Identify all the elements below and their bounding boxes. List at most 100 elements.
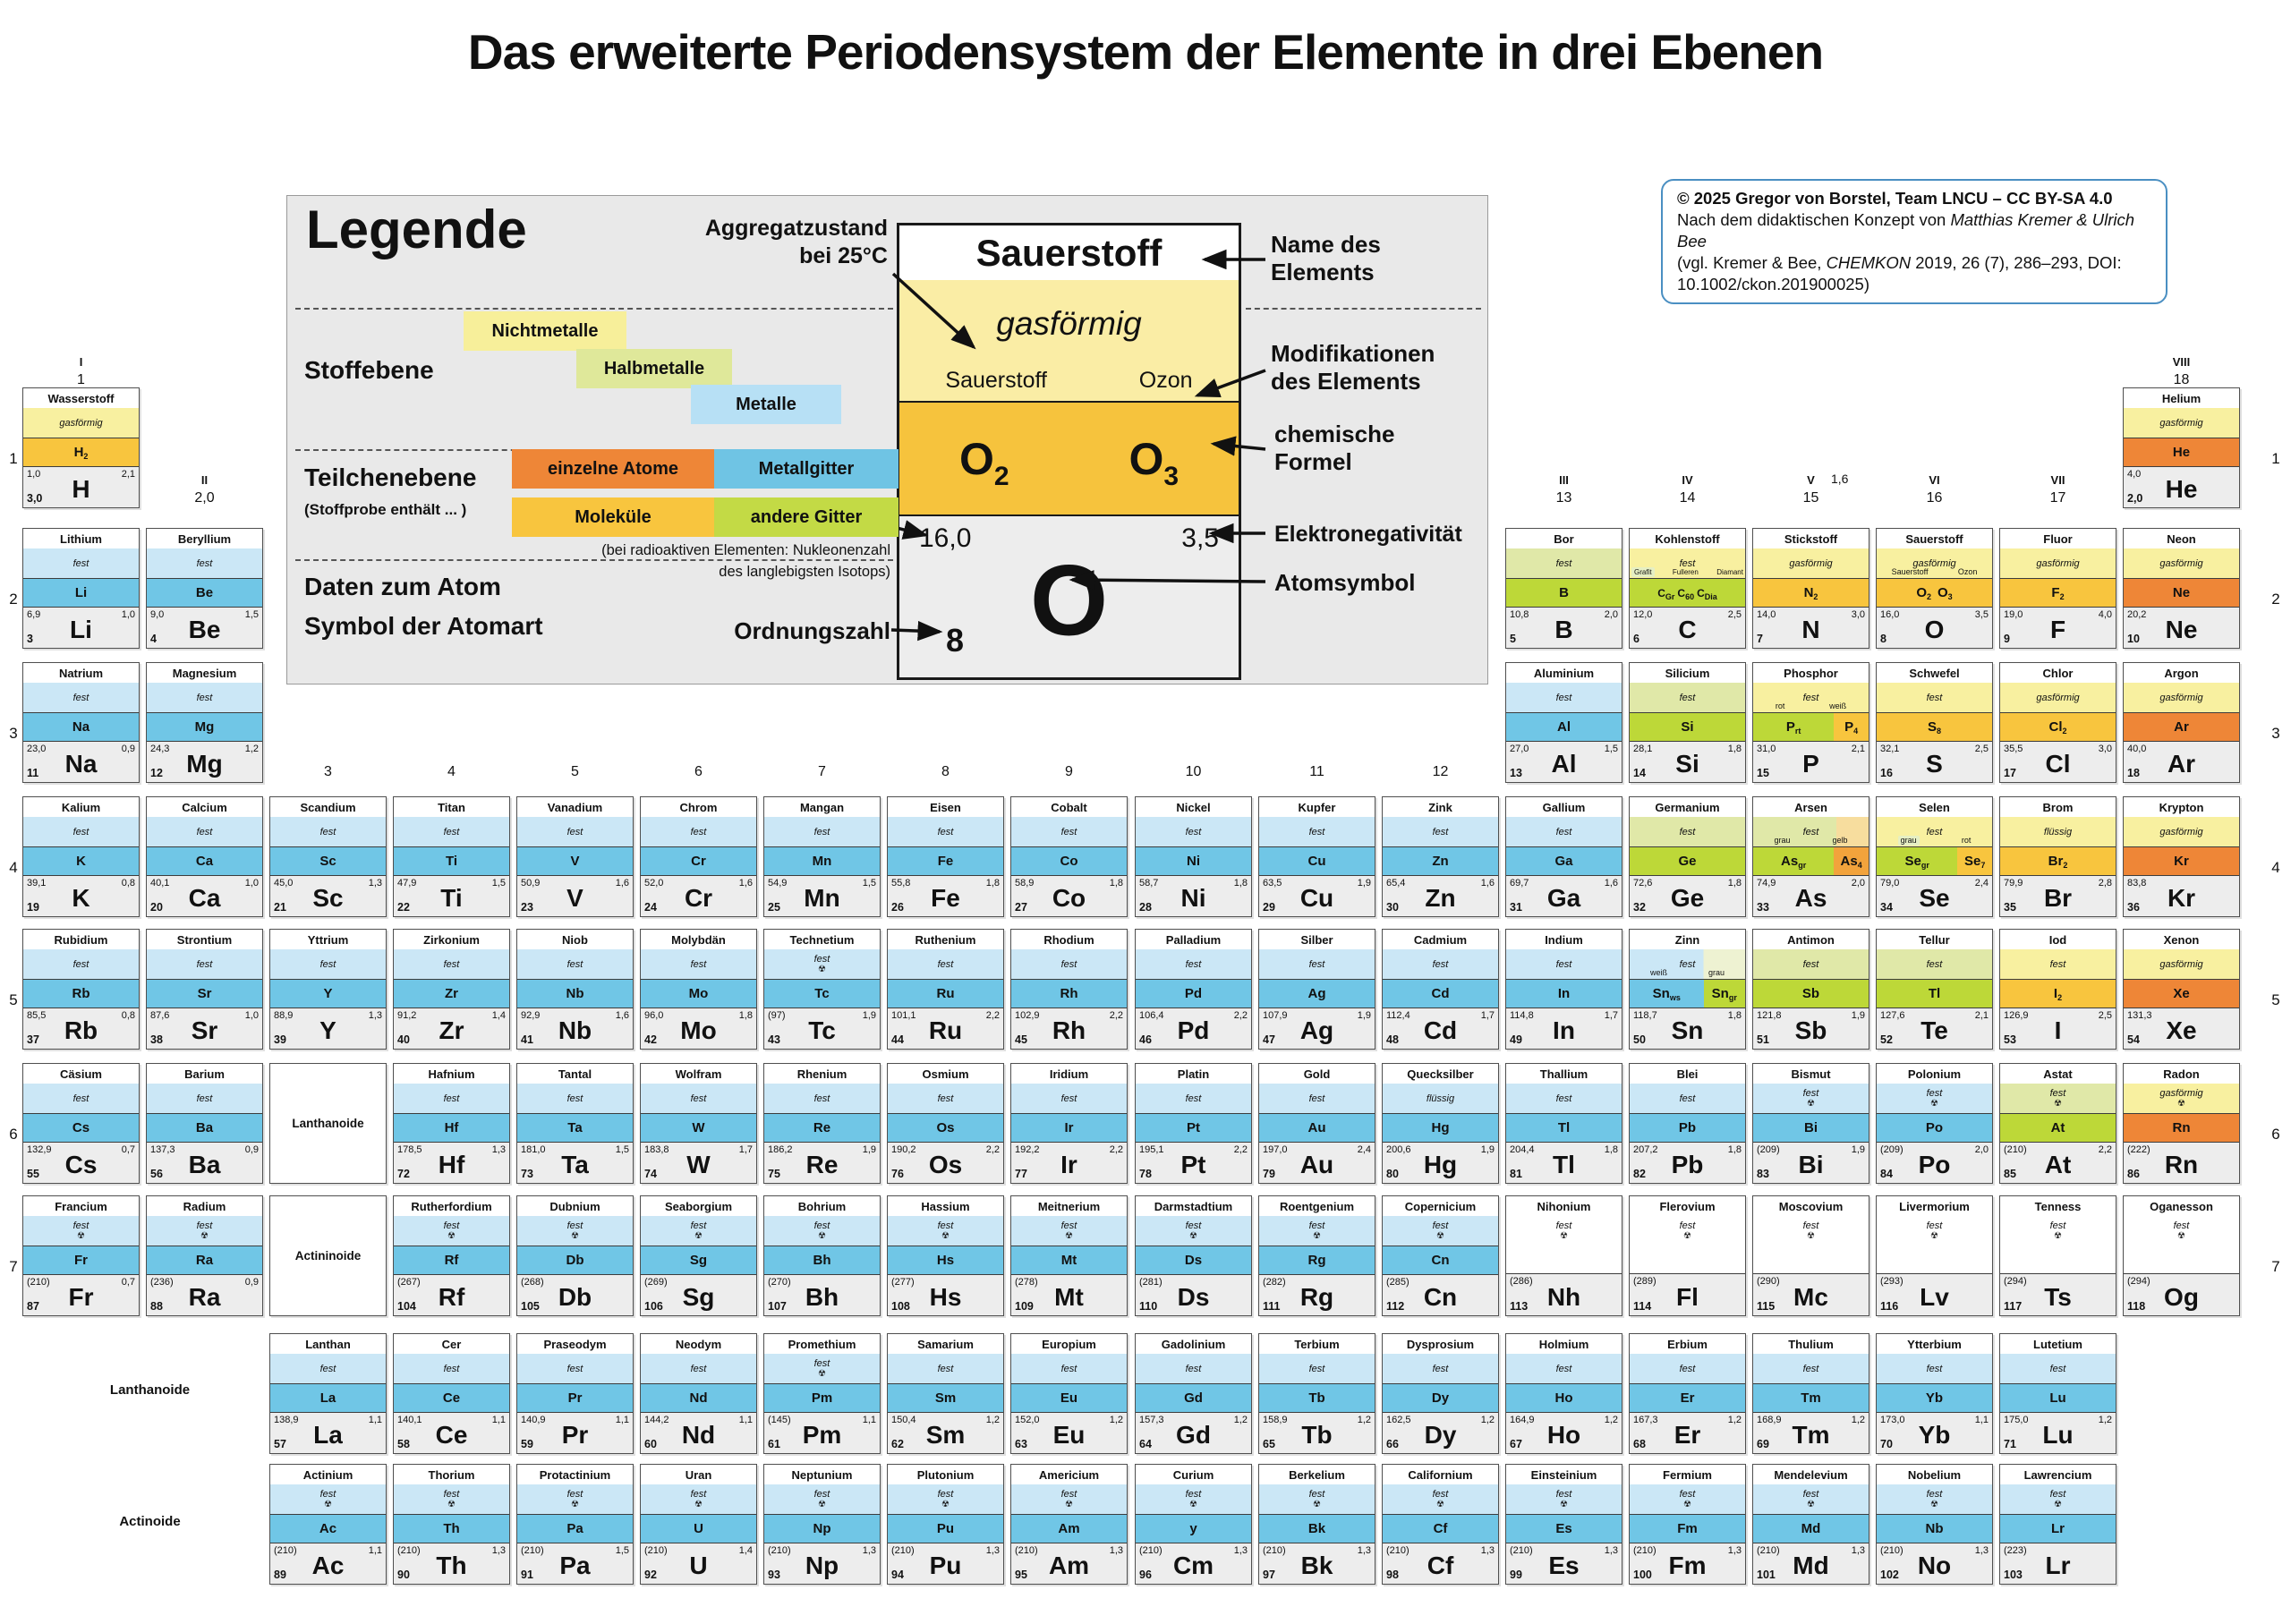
element-state-band: fest [764, 817, 880, 846]
chemical-formula: Cu [1307, 854, 1326, 869]
element-formula-band: Ca [147, 846, 262, 875]
legend-divider-1 [295, 308, 893, 310]
annotation-chemical-formula: chemische Formel [1274, 421, 1395, 475]
element-state-band: fest [1630, 683, 1745, 712]
element-formula-band: Y [270, 979, 386, 1008]
element-data-band: 4,0 2,0 He [2124, 466, 2239, 507]
atomic-mass: (210) [1757, 1545, 1780, 1556]
element-data-band: 102,9 2,2 45 Rh [1011, 1008, 1127, 1049]
atomic-number: 82 [1633, 1168, 1646, 1180]
element-state-band: fest [147, 548, 262, 578]
element-formula-band: Db [517, 1246, 633, 1274]
teilchenebene-sublabel: (Stoffprobe enthält ... ) [304, 501, 467, 518]
element-cell-Cd: Cadmium fest Cd 112,4 1,7 48 Cd [1382, 929, 1499, 1050]
element-state-band: fest [270, 817, 386, 846]
chemical-formula: Lu [2049, 1390, 2066, 1406]
atomic-mass: 91,2 [397, 1010, 417, 1021]
radioactive-icon: ☢ [77, 1231, 85, 1241]
formula-segment: Y [270, 980, 386, 1008]
formula-segment: Es [1506, 1515, 1622, 1543]
radioactive-icon: ☢ [1560, 1231, 1568, 1241]
atom-symbol: Ir [1060, 1151, 1077, 1179]
electronegativity: 2,2 [1233, 1010, 1248, 1021]
electronegativity: 0,8 [121, 1010, 135, 1021]
element-state: fest [1926, 1088, 1943, 1099]
element-data-band: 87,6 1,0 38 Sr [147, 1008, 262, 1049]
element-formula-band: Po [1877, 1113, 1992, 1142]
atomic-mass: 131,3 [2127, 1010, 2152, 1021]
chemical-formula: Tb [1308, 1390, 1325, 1406]
element-name: Rutherfordium [394, 1196, 509, 1216]
formula-segment: Mn [764, 847, 880, 875]
electronegativity: 2,5 [1974, 744, 1989, 754]
atomic-mass: 137,3 [150, 1144, 175, 1155]
modification-label: Fulleren [1672, 568, 1699, 576]
atomic-number: 67 [1510, 1438, 1522, 1450]
electronegativity: 1,4 [491, 1010, 506, 1021]
element-state: fest [1926, 1489, 1943, 1500]
element-data-band: (210) 1,3 100 Fm [1630, 1543, 1745, 1584]
formula-segment: Tl [1506, 1114, 1622, 1142]
formula-segment: Ar [2124, 713, 2239, 741]
chemical-formula: Nd [689, 1390, 708, 1406]
atom-symbol: F [2049, 616, 2066, 644]
element-data-band: 31,0 2,1 15 P [1753, 741, 1869, 782]
atomic-number: 91 [521, 1569, 533, 1581]
element-data-band: 118,7 1,8 50 Sn [1630, 1008, 1745, 1049]
atom-symbol: Rg [1299, 1283, 1334, 1312]
element-state-band: fest [641, 949, 756, 979]
element-cell-Rn: Radon gasförmig ☢ Rn (222) 86 Rn [2123, 1063, 2240, 1184]
atom-symbol: Sg [682, 1283, 715, 1312]
element-formula-band: Zn [1383, 846, 1498, 875]
element-state-band: fest ☢ [1136, 1484, 1251, 1514]
element-state: fest [937, 1093, 954, 1104]
element-state-band: fest [2000, 1354, 2116, 1383]
period-label-left-3: 3 [9, 725, 18, 742]
credit-line-2: Nach dem didaktischen Konzept von Matthi… [1677, 210, 2135, 251]
element-name: Curium [1136, 1465, 1251, 1484]
element-name: Copernicium [1383, 1196, 1498, 1216]
element-state-band: fest [1877, 1354, 1992, 1383]
electronegativity: 1,9 [862, 1144, 876, 1155]
radioactive-icon: ☢ [818, 1231, 826, 1241]
atom-symbol: Xe [2166, 1016, 2197, 1045]
element-formula-band: V [517, 846, 633, 875]
element-state: fest [1679, 692, 1696, 703]
element-formula-band: Am [1011, 1514, 1127, 1543]
element-formula-band: Sc [270, 846, 386, 875]
element-state-band: fest ☢ [1383, 1216, 1498, 1246]
element-name: Kohlenstoff [1630, 529, 1745, 548]
atomic-number: 97 [1263, 1569, 1275, 1581]
element-formula-band: Sm [888, 1383, 1003, 1412]
atomic-number: 109 [1015, 1300, 1034, 1313]
atomic-mass: 207,2 [1633, 1144, 1658, 1155]
atomic-mass: 101,1 [891, 1010, 916, 1021]
electronegativity: 2,1 [1851, 744, 1865, 754]
element-state-band: fest [270, 1354, 386, 1383]
element-data-band: 106,4 2,2 46 Pd [1136, 1008, 1251, 1049]
atomic-number: 88 [150, 1300, 163, 1313]
atomic-mass: 168,9 [1757, 1415, 1782, 1425]
atom-symbol: Br [2043, 884, 2073, 913]
element-state: fest [443, 826, 460, 838]
element-state-band: fest ☢ [641, 1216, 756, 1246]
element-cell-Ho: Holmium fest Ho 164,9 1,2 67 Ho [1505, 1333, 1622, 1454]
element-name: Yttrium [270, 930, 386, 949]
atomic-number: 10 [2127, 633, 2140, 645]
atom-symbol: O [1924, 616, 1945, 644]
element-state-band: fest ☢ [517, 1216, 633, 1246]
modification-label: grau [1897, 836, 1920, 846]
formula-segment: Pd [1136, 980, 1251, 1008]
element-name: Bismut [1753, 1064, 1869, 1084]
chemical-formula: Y [323, 986, 333, 1001]
element-state: fest [72, 557, 89, 569]
element-state-band: fest grau rot [1877, 817, 1992, 846]
formula-segment: Mt [1011, 1246, 1127, 1274]
element-state-band: gasförmig [2124, 817, 2239, 846]
atom-symbol: Cd [1423, 1016, 1458, 1045]
element-cell-Bi: Bismut fest ☢ Bi (209) 1,9 83 Bi [1752, 1063, 1869, 1184]
element-formula-band: Ho [1506, 1383, 1622, 1412]
electronegativity: 1,2 [1604, 1415, 1618, 1425]
credit-line-1: © 2025 Gregor von Borstel, Team LNCU – C… [1677, 189, 2113, 208]
element-name: Cer [394, 1334, 509, 1354]
